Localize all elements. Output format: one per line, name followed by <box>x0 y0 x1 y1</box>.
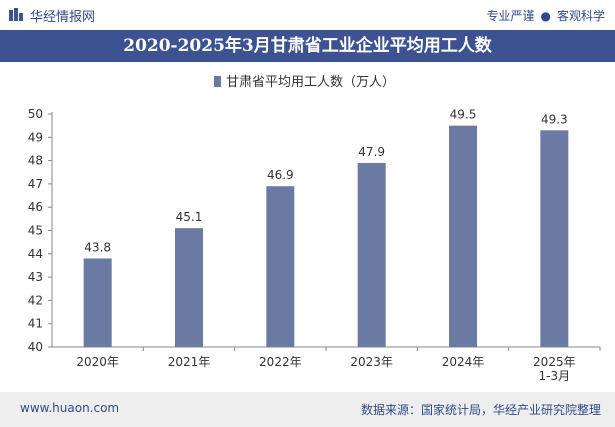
x-tick-label-line: 2021年 <box>168 355 211 369</box>
x-tick-label-line: 2024年 <box>442 355 485 369</box>
x-tick-label: 2023年 <box>350 355 393 369</box>
x-tick-label: 2020年 <box>76 355 119 369</box>
y-tick-label: 43 <box>28 270 43 284</box>
bar <box>266 186 295 347</box>
bar <box>449 125 477 348</box>
chart-title: 2020-2025年3月甘肃省工业企业平均用工人数 <box>123 36 492 56</box>
y-tick-label: 45 <box>28 224 43 238</box>
x-tick-label-line: 2025年 <box>533 355 576 369</box>
slogan-right: 客观科学 <box>556 9 605 23</box>
logo-icon <box>9 8 23 21</box>
x-tick-label-line: 2022年 <box>259 355 302 369</box>
y-tick-label: 48 <box>28 154 43 168</box>
x-tick-label: 2022年 <box>259 355 302 369</box>
data-source: 数据来源：国家统计局，华经产业研究院整理 <box>360 403 601 417</box>
legend-label: 甘肃省平均用工人数（万人） <box>226 75 395 90</box>
bar <box>357 162 386 347</box>
data-label: 49.3 <box>541 112 568 126</box>
y-tick-label: 50 <box>28 107 43 121</box>
y-tick-label: 40 <box>28 340 43 354</box>
y-tick-label: 47 <box>28 177 43 191</box>
top-bar: 华经情报网 专业严谨 ● 客观科学 <box>0 0 615 30</box>
website-link[interactable]: www.huaon.com <box>20 401 120 415</box>
data-label: 46.9 <box>267 168 294 182</box>
data-label: 47.9 <box>358 145 385 159</box>
y-tick-label: 41 <box>28 317 43 331</box>
logo-text[interactable]: 华经情报网 <box>30 10 96 25</box>
data-label: 45.1 <box>176 210 203 224</box>
slogan-left: 专业严谨 <box>486 9 535 23</box>
y-tick-label: 42 <box>28 293 43 307</box>
legend-swatch <box>214 76 221 87</box>
x-tick-label-line: 1-3月 <box>539 369 571 383</box>
x-tick-label-line: 2020年 <box>76 355 119 369</box>
data-label: 49.5 <box>450 108 477 122</box>
data-label: 43.8 <box>84 240 111 254</box>
y-tick-label: 44 <box>28 247 43 261</box>
bar <box>540 130 569 347</box>
x-tick-label: 2024年 <box>442 355 485 369</box>
title-bar: 2020-2025年3月甘肃省工业企业平均用工人数 <box>0 30 615 62</box>
slogan: 专业严谨 ● 客观科学 <box>486 7 605 24</box>
bar-chart: 甘肃省平均用工人数（万人） 40 41 42 43 44 45 46 47 48 49 50 43.8 2… <box>28 75 601 383</box>
bar <box>175 228 203 347</box>
x-tick-label: 2021年 <box>168 355 211 369</box>
y-tick-label: 46 <box>28 200 43 214</box>
x-tick-label-line: 2023年 <box>350 355 393 369</box>
bullet-icon: ● <box>540 9 551 23</box>
y-tick-label: 49 <box>28 130 43 144</box>
x-tick-label: 2025年 1-3月 <box>533 355 576 383</box>
bar <box>83 258 112 347</box>
footer: www.huaon.com 数据来源：国家统计局，华经产业研究院整理 <box>0 392 615 427</box>
